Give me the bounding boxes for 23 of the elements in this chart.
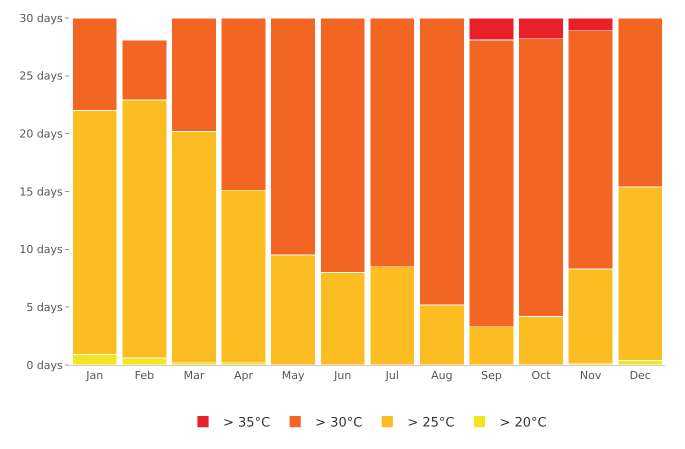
y-tick-label: 20 days	[19, 128, 64, 141]
y-tick-label: 0 days	[26, 358, 64, 372]
x-tick-label: Aug	[431, 369, 453, 382]
legend-label: > 20°C	[499, 416, 547, 431]
x-tick-label: Mar	[184, 369, 205, 382]
x-tick-label: Jun	[333, 369, 352, 382]
y-tick-label: 25 days	[19, 70, 64, 83]
x-tick-label: Apr	[234, 369, 254, 382]
legend-label: > 25°C	[407, 416, 454, 431]
y-tick-label: 10 days	[19, 243, 64, 256]
x-tick-label: Feb	[134, 369, 154, 382]
x-tick-label: Oct	[532, 369, 552, 382]
x-tick-label: Jul	[384, 369, 399, 382]
x-tick-label: Dec	[630, 369, 651, 382]
x-tick-label: Nov	[580, 369, 602, 382]
x-tick-label: May	[282, 369, 305, 382]
x-tick-label: Jan	[85, 369, 104, 382]
legend-label: > 30°C	[315, 416, 362, 431]
y-tick-label: 15 days	[19, 185, 64, 198]
legend-label: > 35°C	[223, 416, 270, 431]
y-tick-label: 30 days	[19, 12, 64, 25]
x-tick-label: Sep	[481, 369, 502, 382]
y-tick-label: 5 days	[26, 301, 64, 314]
